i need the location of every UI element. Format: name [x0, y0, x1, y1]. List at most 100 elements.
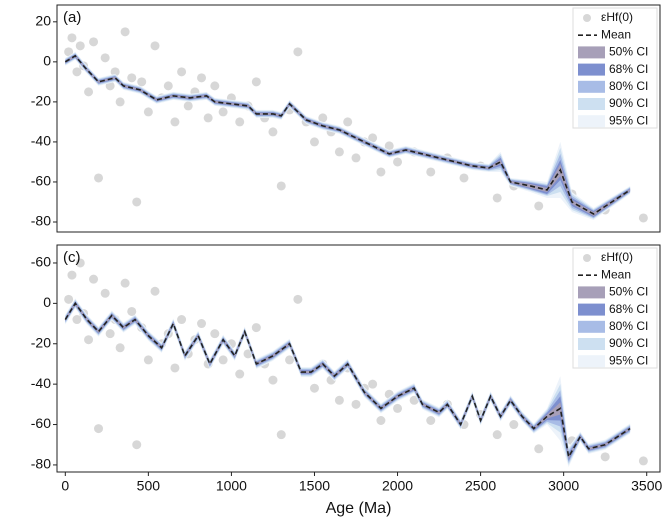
data-point	[218, 107, 228, 117]
data-point	[64, 47, 74, 57]
data-point	[177, 67, 187, 77]
data-point	[197, 73, 207, 83]
data-point	[197, 319, 207, 329]
data-point	[115, 343, 125, 353]
data-point	[120, 27, 130, 37]
legend-marker	[583, 254, 591, 262]
y-tick-label: -80	[31, 213, 51, 229]
legend-swatch	[578, 46, 605, 59]
legend-label: 50% CI	[609, 285, 648, 299]
data-point	[235, 369, 245, 379]
ci-band	[65, 301, 631, 461]
data-point	[72, 315, 82, 325]
y-tick-label: -80	[31, 456, 51, 472]
data-point	[132, 197, 142, 207]
data-point	[110, 67, 120, 77]
data-point	[268, 127, 278, 137]
x-tick-label: 3500	[631, 478, 662, 494]
legend-swatch	[578, 98, 605, 110]
data-point	[127, 73, 137, 83]
data-point	[115, 97, 125, 107]
data-point	[105, 329, 115, 339]
data-point	[210, 81, 220, 91]
data-point	[84, 87, 94, 97]
data-point	[534, 444, 544, 454]
legend-marker	[583, 14, 591, 22]
data-point	[334, 147, 344, 157]
data-point	[368, 133, 378, 143]
data-point	[276, 430, 286, 440]
data-point	[177, 315, 187, 325]
data-point	[75, 41, 85, 51]
data-point	[384, 141, 394, 151]
y-tick-label: -60	[31, 415, 51, 431]
x-tick-label: 3000	[548, 478, 579, 494]
data-point	[163, 81, 173, 91]
y-tick-label: 0	[43, 294, 51, 310]
x-tick-label: 1000	[216, 478, 247, 494]
data-point	[100, 288, 110, 298]
data-point	[89, 274, 99, 284]
data-point	[183, 101, 193, 111]
data-point	[334, 395, 344, 405]
data-point	[132, 440, 142, 450]
data-point	[509, 420, 519, 430]
data-point	[137, 77, 147, 87]
data-point	[100, 53, 110, 63]
legend-label: 68% CI	[609, 62, 648, 76]
x-tick-label: 500	[137, 478, 161, 494]
data-point	[534, 201, 544, 211]
data-point	[170, 363, 180, 373]
data-point	[426, 167, 436, 177]
x-tick-label: 2000	[382, 478, 413, 494]
data-point	[143, 355, 153, 365]
y-tick-label: -20	[31, 334, 51, 350]
legend-label: εHf(0)	[601, 10, 633, 24]
data-point	[492, 430, 502, 440]
legend-swatch	[578, 338, 605, 350]
ci-band	[65, 300, 631, 463]
data-point	[251, 77, 261, 87]
data-point	[218, 355, 228, 365]
legend-swatch	[578, 320, 605, 333]
data-point	[251, 323, 261, 333]
panel-label: (c)	[63, 249, 81, 266]
legend-label: 95% CI	[609, 353, 648, 367]
data-point	[351, 153, 361, 163]
legend-label: 68% CI	[609, 302, 648, 316]
plot-frame	[56, 4, 661, 233]
data-point	[67, 270, 77, 280]
data-point	[67, 33, 77, 43]
data-point	[393, 157, 403, 167]
data-point	[210, 329, 220, 339]
data-point	[368, 379, 378, 389]
legend-swatch	[578, 355, 605, 368]
x-tick-label: 0	[61, 478, 69, 494]
data-point	[459, 173, 469, 183]
legend-label: Mean	[601, 27, 631, 41]
x-tick-label: 2500	[465, 478, 496, 494]
data-point	[318, 113, 328, 123]
data-point	[343, 117, 353, 127]
data-point	[426, 416, 436, 426]
y-tick-label: 0	[43, 53, 51, 69]
panel-label: (a)	[63, 9, 81, 26]
data-point	[203, 113, 213, 123]
data-point	[409, 395, 419, 405]
data-point	[170, 117, 180, 127]
legend-label: 50% CI	[609, 45, 648, 59]
data-point	[638, 456, 648, 466]
ci-band	[65, 298, 631, 467]
legend-label: 90% CI	[609, 96, 648, 110]
data-point	[235, 117, 245, 127]
legend-label: 90% CI	[609, 336, 648, 350]
data-point	[150, 286, 160, 296]
data-point	[94, 424, 104, 434]
data-point	[600, 452, 610, 462]
ci-band	[65, 299, 631, 465]
data-point	[285, 355, 295, 365]
y-tick-label: -20	[31, 93, 51, 109]
data-point	[351, 399, 361, 409]
y-tick-label: -40	[31, 375, 51, 391]
legend-label: 80% CI	[609, 79, 648, 93]
